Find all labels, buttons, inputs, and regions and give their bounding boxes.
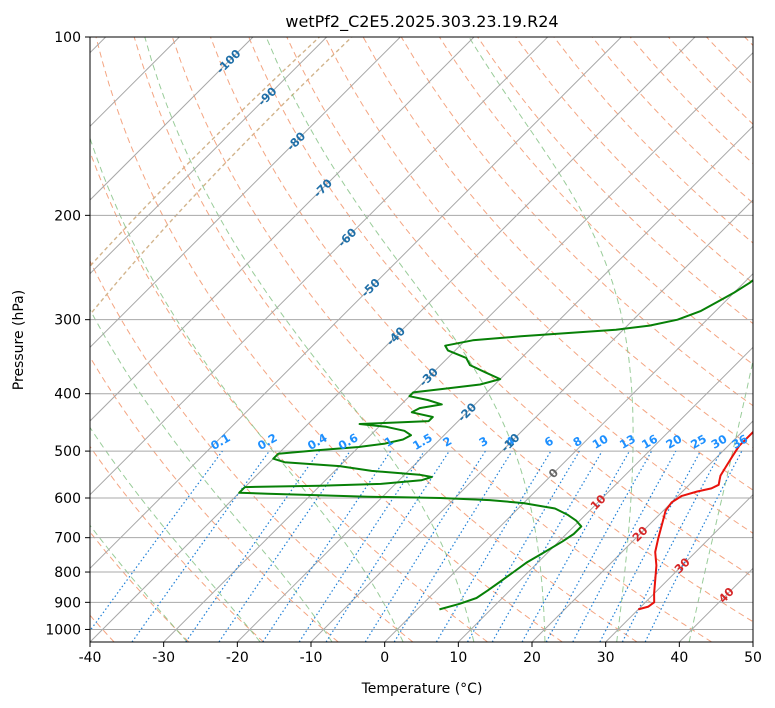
dry-adiabat-line — [90, 531, 190, 642]
mixing-ratio-label: 3 — [476, 434, 490, 450]
mixing-ratio-label: 8 — [570, 434, 584, 450]
dry-adiabat-line — [90, 356, 339, 642]
x-tick-label: -30 — [152, 650, 175, 666]
mixing-ratio-label: 10 — [590, 432, 611, 452]
mixing-ratio-label: 13 — [617, 432, 638, 452]
y-tick-label: 1000 — [45, 622, 81, 638]
y-tick-label: 700 — [54, 531, 81, 547]
mixing-ratio-line — [262, 450, 392, 642]
axes: -40 -30 -20 -10 0 10 20 30 40 5010020030040050060… — [45, 30, 762, 666]
isotherm-line — [163, 51, 753, 642]
y-tick-label: 200 — [54, 208, 81, 224]
dry-adiabat-line — [515, 37, 753, 284]
dry-adiabat-line — [286, 37, 753, 534]
mixing-ratio-line — [393, 450, 513, 642]
isotherm-line — [310, 199, 753, 642]
dry-adiabat-line — [133, 37, 638, 642]
mixing-ratio-line — [644, 450, 743, 642]
isotherm-line — [678, 567, 753, 642]
y-tick-label: 600 — [54, 491, 81, 507]
mixing-ratio-line — [185, 450, 320, 642]
mixing-ratio-label: 1.5 — [410, 430, 435, 452]
y-tick-label: 300 — [54, 313, 81, 329]
mixing-ratio-line — [325, 450, 450, 642]
y-axis-label: Pressure (hPa) — [11, 290, 27, 390]
moist-adiabat-line — [90, 426, 261, 642]
dry-adiabat-line — [591, 37, 753, 204]
isotherm-line — [90, 37, 696, 642]
dry-adiabat-line — [90, 445, 264, 642]
x-tick-label: 30 — [597, 650, 615, 666]
tan-adiabat-line — [90, 37, 320, 268]
dry-adiabat-line — [210, 37, 753, 623]
mixing-ratio-line — [435, 450, 552, 642]
isotherm-line — [457, 346, 753, 642]
moist-adiabat-line — [90, 524, 188, 642]
dry-adiabat-line — [171, 37, 712, 642]
dry-adiabat-line — [248, 37, 753, 578]
mixing-ratio-line — [298, 450, 425, 642]
mixing-ratio-label: 36 — [729, 432, 750, 452]
moist-adiabat-line — [688, 358, 753, 642]
x-tick-label: 50 — [744, 650, 762, 666]
isotherm-line — [384, 272, 753, 642]
mixing-ratio-label: 20 — [663, 432, 684, 452]
dry-adiabat-line — [706, 37, 753, 86]
x-tick-label: 40 — [670, 650, 688, 666]
mixing-ratio-line — [218, 450, 351, 642]
dry-adiabat-line — [90, 259, 414, 642]
mixing-ratio-line — [545, 450, 653, 642]
isotherm-line — [605, 493, 753, 642]
x-tick-label: 10 — [449, 650, 467, 666]
isotherm-line — [90, 37, 549, 496]
y-tick-label: 100 — [54, 30, 81, 46]
isotherm-line — [90, 37, 622, 570]
chart-title: wetPf2_C2E5.2025.303.23.19.R24 — [285, 12, 558, 32]
isotherm-line — [90, 37, 328, 275]
isotherm-line — [90, 37, 401, 349]
dry-adiabat-line — [324, 37, 753, 491]
mixing-ratio-label: 16 — [639, 432, 660, 452]
y-tick-label: 400 — [54, 387, 81, 403]
mixing-ratio-label: 0.1 — [208, 430, 233, 452]
tan-adiabat-line — [90, 37, 353, 316]
dry-adiabat-line — [553, 37, 753, 244]
moist-adiabat-line — [90, 308, 333, 642]
isotherm-line — [752, 641, 753, 642]
isotherm-line — [90, 37, 475, 422]
isotherm-line — [90, 37, 254, 201]
mixing-ratio-line — [572, 450, 677, 642]
x-axis-label: Temperature (°C) — [361, 681, 483, 697]
moist-adiabat-line — [90, 136, 404, 642]
mixing-ratio-line — [599, 450, 702, 642]
mixing-ratio-line — [90, 450, 223, 632]
moist-adiabat-line — [265, 37, 546, 642]
dewpoint-profile-line — [238, 278, 753, 611]
mixing-ratio-label: 30 — [709, 432, 730, 452]
dry-adiabat-line — [90, 150, 488, 642]
dry-adiabat-line — [95, 37, 563, 642]
mixing-ratio-label: 6 — [542, 434, 556, 450]
x-tick-label: -20 — [226, 650, 249, 666]
moist-adiabat-line — [144, 37, 475, 642]
plot-frame — [89, 36, 754, 643]
sounding-profiles — [238, 278, 753, 611]
isotherm-line — [236, 125, 753, 642]
y-tick-label: 900 — [54, 595, 81, 611]
mixing-ratio-line — [521, 450, 631, 642]
isotherm-line — [531, 420, 753, 642]
x-tick-label: 0 — [380, 650, 389, 666]
x-tick-label: -10 — [300, 650, 323, 666]
x-tick-label: -40 — [79, 650, 102, 666]
dry-adiabat-line — [744, 37, 753, 47]
x-tick-label: 20 — [523, 650, 541, 666]
y-tick-label: 800 — [54, 565, 81, 581]
mixing-ratio-label: 25 — [688, 432, 709, 452]
dry-adiabat-line — [668, 37, 753, 125]
mixing-ratio-line — [131, 450, 270, 642]
y-tick-label: 500 — [54, 444, 81, 460]
temperature-profile-line — [638, 430, 753, 611]
